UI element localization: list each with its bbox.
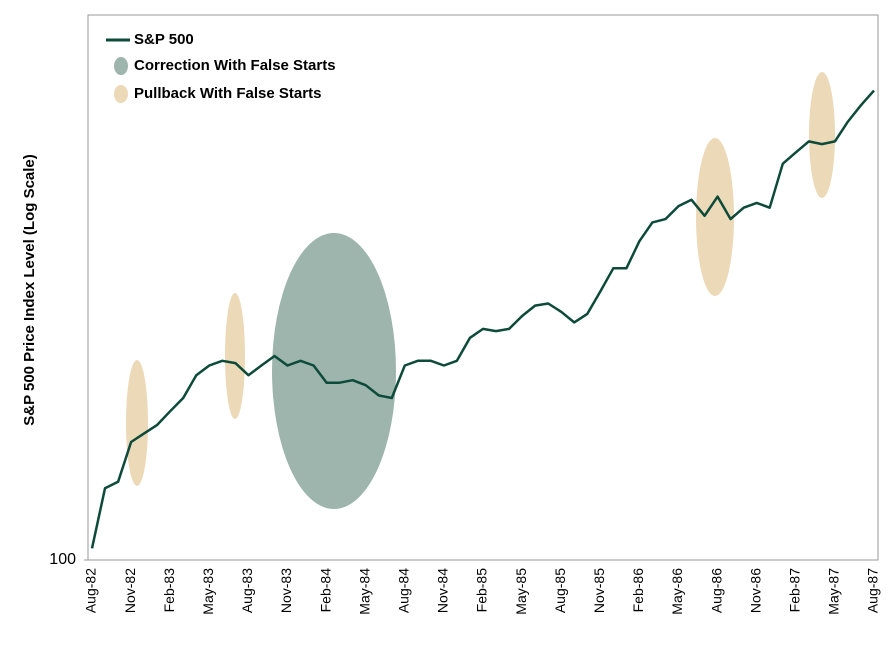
x-tick-label: May-83	[200, 568, 216, 615]
x-tick-label: Nov-86	[747, 568, 763, 613]
legend-swatch	[114, 57, 128, 75]
plot-frame	[87, 14, 879, 561]
y-tick-label: 100	[49, 551, 76, 568]
x-tick-label: Feb-84	[317, 568, 333, 613]
x-tick-label: Nov-84	[435, 568, 451, 613]
x-tick-label: Aug-83	[239, 568, 255, 613]
legend-label: Pullback With False Starts	[134, 85, 321, 102]
legend-label: Correction With False Starts	[134, 57, 336, 74]
x-tick-label: Nov-85	[591, 568, 607, 613]
x-tick-label: May-87	[826, 568, 842, 615]
series-line	[90, 89, 875, 549]
x-tick-label: Aug-85	[552, 568, 568, 613]
x-tick-label: Nov-83	[278, 568, 294, 613]
x-tick-label: Aug-84	[396, 568, 412, 613]
legend-label: S&P 500	[134, 31, 194, 48]
x-tick-label: May-86	[669, 568, 685, 615]
x-tick-label: Aug-86	[708, 568, 724, 613]
x-tick-label: Aug-87	[865, 568, 881, 613]
pullback-region	[126, 360, 148, 486]
x-tick-label: May-84	[356, 568, 372, 615]
x-tick-label: Nov-82	[122, 568, 138, 613]
highlights	[126, 72, 835, 509]
pullback-region	[809, 72, 835, 198]
legend-swatch	[114, 85, 128, 103]
x-tick-label: Feb-85	[474, 568, 490, 613]
y-axis-label: S&P 500 Price Index Level (Log Scale)	[21, 154, 38, 426]
pullback-region	[696, 138, 734, 296]
x-tick-label: Feb-83	[161, 568, 177, 613]
x-tick-label: Aug-82	[83, 568, 99, 613]
correction-region	[272, 233, 396, 509]
x-tick-label: May-85	[513, 568, 529, 615]
pullback-region	[225, 293, 245, 419]
x-tick-label: Feb-87	[787, 568, 803, 613]
x-tick-label: Feb-86	[630, 568, 646, 613]
